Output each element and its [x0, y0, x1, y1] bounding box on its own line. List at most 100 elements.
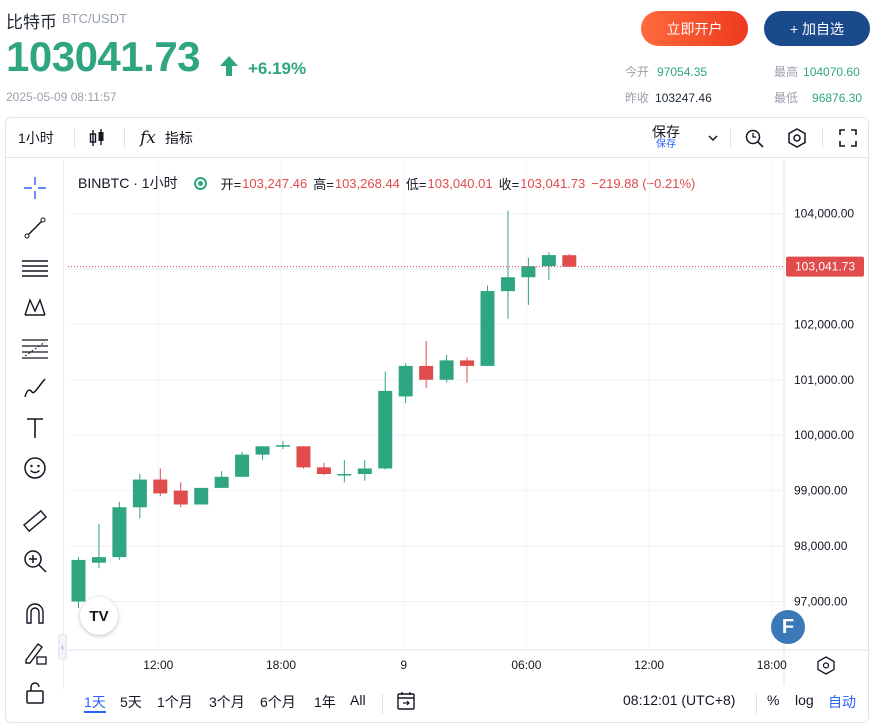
- quick-search-icon[interactable]: [744, 118, 766, 158]
- stat-value: 104070.60: [803, 65, 860, 79]
- legend-symbol[interactable]: BINBTC · 1小时: [78, 175, 178, 191]
- legend-high: 103,268.44: [334, 175, 400, 191]
- last-price-badge: [786, 256, 864, 277]
- price-change: +6.19%: [248, 59, 307, 78]
- candle-type-icon[interactable]: [88, 118, 106, 158]
- current-price: 103041.73: [6, 33, 201, 80]
- tradingview-logo[interactable]: TV: [80, 597, 118, 635]
- chart-widget: [5, 117, 869, 723]
- indicators-button[interactable]: fx 指标: [140, 118, 193, 158]
- candle-body: [398, 365, 413, 397]
- percent-toggle[interactable]: %: [767, 692, 780, 708]
- legend-low-label: 低=: [405, 176, 427, 192]
- candle-body: [255, 446, 270, 455]
- fullscreen-icon[interactable]: [838, 118, 858, 158]
- price-tick-label: 97,000.00: [794, 595, 848, 609]
- candle-body: [71, 559, 86, 602]
- pattern-icon[interactable]: [20, 293, 50, 323]
- candle-body: [460, 360, 475, 366]
- time-tick-label: 12:00: [634, 658, 664, 672]
- candle-body: [132, 479, 147, 508]
- price-tick-label: 98,000.00: [794, 539, 848, 553]
- time-tick-label: 9: [400, 658, 407, 672]
- candle-body: [480, 291, 495, 366]
- ruler-icon[interactable]: [20, 506, 50, 536]
- range-5d[interactable]: 5天: [120, 694, 142, 710]
- axis-settings-icon-center: [822, 662, 830, 669]
- legend-open: 103,247.46: [242, 175, 308, 191]
- open-account-button[interactable]: 立即开户: [641, 11, 748, 46]
- price-tick-label: 102,000.00: [794, 317, 854, 331]
- time-tick-label: 18:00: [757, 658, 787, 672]
- fib-icon[interactable]: [20, 333, 50, 363]
- price-tick-label: 101,000.00: [794, 373, 854, 387]
- stat-label: 最低: [774, 91, 799, 105]
- zoom-in-icon[interactable]: [20, 546, 50, 576]
- crosshair-icon[interactable]: [20, 173, 50, 203]
- clock-timezone[interactable]: 08:12:01 (UTC+8): [623, 692, 736, 708]
- candle-body: [153, 479, 168, 494]
- candle-body: [112, 507, 127, 558]
- stat-value: 97054.35: [657, 65, 708, 79]
- candle-body: [214, 476, 229, 488]
- price-chart[interactable]: 104,000.00103,000.00102,000.00101,000.00…: [67, 160, 868, 685]
- stat-today-open: 今开 97054.35: [625, 63, 707, 80]
- stat-label: 最高: [774, 65, 799, 79]
- candle-body: [500, 277, 515, 292]
- candle-body: [91, 557, 106, 563]
- lock-draw-icon[interactable]: [20, 638, 50, 668]
- candle-body: [521, 266, 536, 278]
- range-6m[interactable]: 6个月: [260, 694, 296, 710]
- auto-toggle[interactable]: 自动: [828, 694, 856, 710]
- bar-divider: [382, 694, 383, 714]
- stat-prev-close: 昨收 103247.46: [625, 89, 712, 106]
- trend-line-icon[interactable]: [20, 213, 50, 243]
- legend-high-label: 高=: [313, 176, 334, 192]
- collapse-toolbar-handle[interactable]: ‹: [58, 634, 67, 660]
- stat-value: 103247.46: [655, 91, 712, 105]
- candle-body: [235, 454, 250, 477]
- lock-icon[interactable]: [20, 678, 50, 708]
- coin-name: 比特币: [6, 13, 57, 32]
- go-to-date-icon[interactable]: [395, 690, 417, 715]
- toolbar-divider: [822, 128, 823, 148]
- range-1y[interactable]: 1年: [314, 694, 336, 710]
- stat-label: 昨收: [625, 91, 650, 105]
- candle-body: [337, 474, 352, 476]
- axis-settings-icon: [817, 656, 835, 675]
- chevron-down-icon[interactable]: [707, 118, 719, 158]
- brush-icon[interactable]: [20, 373, 50, 403]
- chart-legend: BINBTC · 1小时 开= 103,247.46 高= 103,268.44 低…: [78, 173, 701, 193]
- candle-body: [357, 468, 372, 475]
- range-3m[interactable]: 3个月: [209, 694, 245, 710]
- timestamp: 2025-05-09 08:11:57: [6, 90, 117, 104]
- range-1m[interactable]: 1个月: [157, 694, 193, 710]
- save-button[interactable]: 保存 保存: [652, 118, 680, 158]
- range-1d[interactable]: 1天: [84, 694, 106, 710]
- candle-body: [276, 445, 290, 447]
- interval-selector[interactable]: 1小时: [18, 130, 54, 146]
- price-tick-label: 104,000.00: [794, 207, 854, 221]
- range-all[interactable]: All: [350, 692, 366, 708]
- toolbar-divider: [730, 128, 731, 148]
- emoji-icon[interactable]: [20, 453, 50, 483]
- time-tick-label: 06:00: [511, 658, 541, 672]
- settings-gear-icon[interactable]: [786, 118, 808, 158]
- legend-change: −219.88 (−0.21%): [591, 175, 696, 191]
- legend-close: 103,041.73: [520, 175, 586, 191]
- candle-body: [316, 467, 331, 475]
- log-toggle[interactable]: log: [795, 692, 814, 708]
- save-label: 保存: [652, 124, 680, 141]
- add-watchlist-button[interactable]: + 加自选: [764, 11, 870, 46]
- news-f-icon[interactable]: F: [771, 610, 805, 644]
- magnet-icon[interactable]: [20, 598, 50, 628]
- bar-divider: [756, 694, 757, 714]
- bottom-bar: 1天 5天 1个月 3个月 6个月 1年 All 08:12:01 (UTC+8…: [6, 685, 868, 721]
- up-arrow-icon: [220, 56, 238, 76]
- candle-body: [296, 446, 311, 468]
- text-icon[interactable]: [20, 413, 50, 443]
- price-tick-label: 99,000.00: [794, 484, 848, 498]
- horizontal-lines-icon[interactable]: [20, 253, 50, 283]
- legend-low: 103,040.01: [427, 175, 493, 191]
- legend-open-label: 开=: [220, 176, 242, 192]
